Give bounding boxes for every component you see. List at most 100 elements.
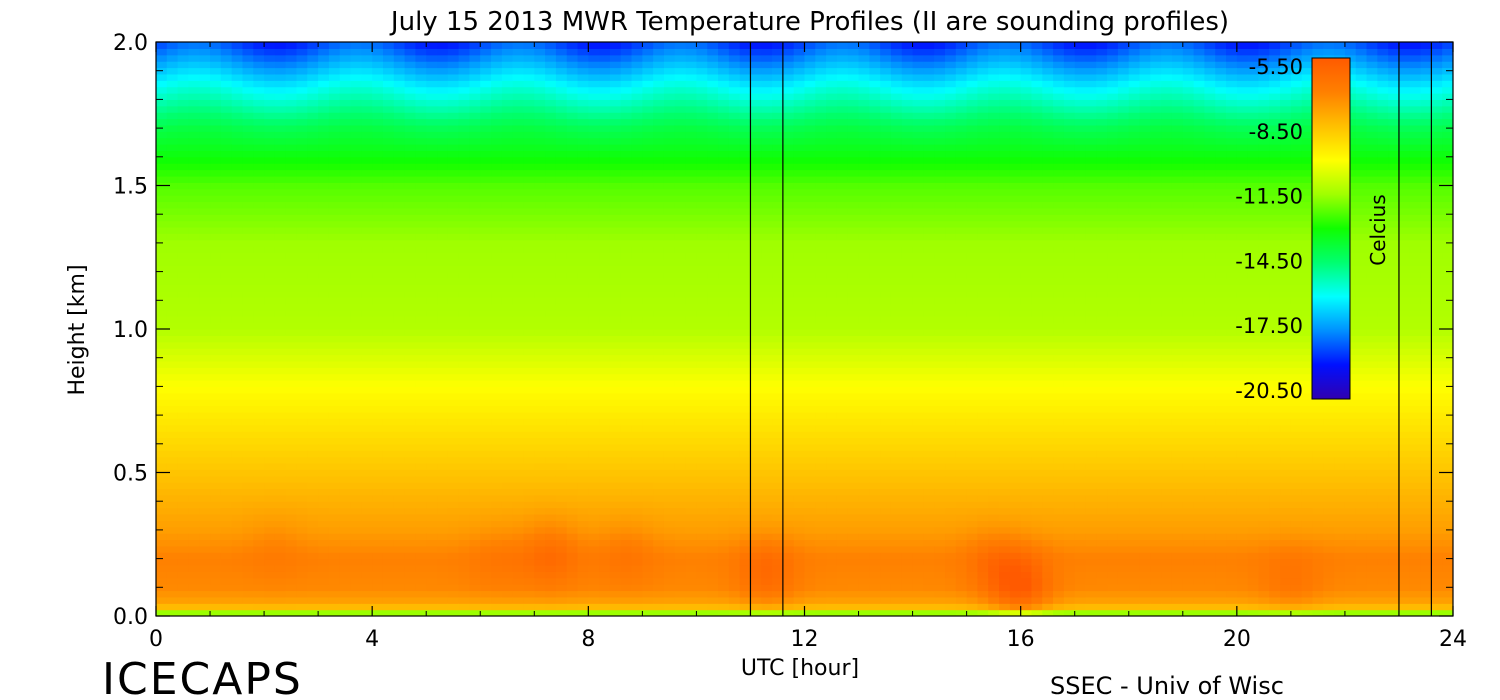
heatmap-cell bbox=[188, 507, 200, 515]
heatmap-cell bbox=[663, 322, 676, 330]
heatmap-cell bbox=[404, 297, 416, 305]
heatmap-cell bbox=[210, 520, 222, 528]
heatmap-cell bbox=[415, 73, 427, 81]
heatmap-cell bbox=[512, 271, 525, 279]
heatmap-cell bbox=[318, 322, 330, 330]
heatmap-cell bbox=[274, 73, 287, 81]
heatmap-cell bbox=[393, 246, 406, 254]
heatmap-cell bbox=[393, 520, 406, 528]
heatmap-cell bbox=[599, 488, 611, 496]
heatmap-cell bbox=[307, 488, 319, 496]
heatmap-cell bbox=[156, 175, 168, 183]
heatmap-cell bbox=[501, 335, 514, 343]
heatmap-cell bbox=[545, 405, 557, 413]
heatmap-cell bbox=[469, 418, 481, 426]
heatmap-cell bbox=[696, 564, 708, 572]
heatmap-cell bbox=[188, 265, 200, 273]
heatmap-cell bbox=[501, 329, 514, 336]
heatmap-cell bbox=[188, 105, 200, 113]
heatmap-cell bbox=[534, 373, 546, 381]
heatmap-cell bbox=[663, 386, 676, 394]
heatmap-cell bbox=[609, 220, 622, 228]
heatmap-cell bbox=[372, 590, 384, 598]
heatmap-cell bbox=[328, 437, 341, 445]
heatmap-cell bbox=[663, 195, 676, 203]
heatmap-cell bbox=[253, 437, 265, 445]
heatmap-cell bbox=[231, 513, 244, 521]
heatmap-cell bbox=[555, 239, 568, 247]
heatmap-cell bbox=[447, 48, 460, 56]
heatmap-cell bbox=[296, 124, 308, 132]
heatmap-cell bbox=[469, 571, 481, 579]
heatmap-cell bbox=[199, 520, 211, 528]
heatmap-cell bbox=[274, 437, 287, 445]
heatmap-cell bbox=[296, 392, 308, 400]
heatmap-cell bbox=[447, 144, 460, 152]
heatmap-cell bbox=[469, 424, 481, 432]
heatmap-cell bbox=[231, 207, 244, 215]
heatmap-cell bbox=[339, 201, 352, 209]
heatmap-cell bbox=[285, 348, 298, 356]
heatmap-cell bbox=[566, 469, 579, 477]
heatmap-cell bbox=[264, 590, 276, 598]
heatmap-cell bbox=[437, 335, 449, 343]
heatmap-cell bbox=[220, 475, 233, 483]
heatmap-cell bbox=[188, 399, 200, 407]
heatmap-cell bbox=[242, 443, 254, 451]
heatmap-cell bbox=[199, 290, 211, 298]
heatmap-cell bbox=[210, 169, 222, 177]
heatmap-cell bbox=[491, 545, 503, 553]
heatmap-cell bbox=[534, 450, 546, 458]
heatmap-cell bbox=[231, 609, 244, 616]
heatmap-cell bbox=[199, 443, 211, 451]
heatmap-cell bbox=[674, 373, 687, 381]
heatmap-cell bbox=[663, 61, 676, 69]
heatmap-cell bbox=[253, 322, 265, 330]
heatmap-cell bbox=[307, 431, 319, 439]
heatmap-cell bbox=[707, 373, 719, 381]
heatmap-cell bbox=[588, 380, 600, 387]
heatmap-cell bbox=[415, 418, 427, 426]
heatmap-cell bbox=[437, 469, 449, 477]
heatmap-cell bbox=[264, 131, 276, 139]
heatmap-cell bbox=[707, 169, 719, 177]
heatmap-cell bbox=[166, 469, 179, 477]
heatmap-cell bbox=[642, 182, 654, 190]
heatmap-cell bbox=[156, 163, 168, 171]
heatmap-cell bbox=[534, 590, 546, 598]
heatmap-cell bbox=[210, 501, 222, 509]
heatmap-cell bbox=[534, 545, 546, 553]
heatmap-cell bbox=[685, 144, 698, 152]
heatmap-cell bbox=[264, 348, 276, 356]
heatmap-cell bbox=[177, 220, 190, 228]
heatmap-cell bbox=[199, 188, 211, 196]
heatmap-cell bbox=[188, 284, 200, 292]
heatmap-cell bbox=[728, 564, 741, 572]
heatmap-cell bbox=[274, 335, 287, 343]
heatmap-cell bbox=[274, 469, 287, 477]
heatmap-cell bbox=[210, 290, 222, 298]
heatmap-cell bbox=[382, 348, 395, 356]
heatmap-cell bbox=[296, 252, 308, 260]
heatmap-cell bbox=[577, 475, 589, 483]
heatmap-cell bbox=[372, 86, 384, 94]
heatmap-cell bbox=[599, 431, 611, 439]
heatmap-cell bbox=[577, 405, 589, 413]
heatmap-cell bbox=[501, 424, 514, 432]
heatmap-cell bbox=[501, 501, 514, 509]
heatmap-cell bbox=[588, 507, 600, 515]
heatmap-cell bbox=[188, 118, 200, 126]
heatmap-cell bbox=[501, 596, 514, 604]
heatmap-cell bbox=[458, 54, 471, 62]
heatmap-cell bbox=[318, 124, 330, 132]
heatmap-cell bbox=[307, 105, 319, 113]
heatmap-cell bbox=[231, 239, 244, 247]
heatmap-cell bbox=[328, 233, 341, 241]
heatmap-cell bbox=[545, 131, 557, 139]
heatmap-cell bbox=[555, 367, 568, 375]
heatmap-cell bbox=[307, 577, 319, 585]
heatmap-cell bbox=[210, 309, 222, 317]
heatmap-cell bbox=[177, 367, 190, 375]
heatmap-cell bbox=[415, 609, 427, 616]
heatmap-cell bbox=[199, 105, 211, 113]
